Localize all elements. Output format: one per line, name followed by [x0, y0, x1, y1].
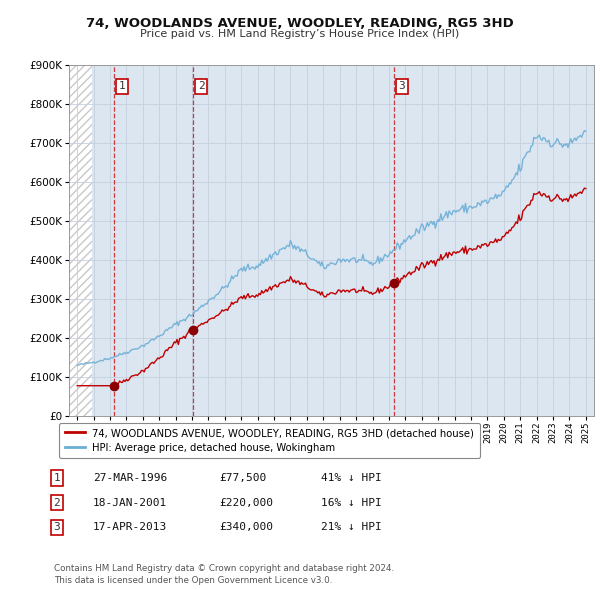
Text: 17-APR-2013: 17-APR-2013 [93, 523, 167, 532]
Text: 18-JAN-2001: 18-JAN-2001 [93, 498, 167, 507]
Text: Price paid vs. HM Land Registry’s House Price Index (HPI): Price paid vs. HM Land Registry’s House … [140, 30, 460, 39]
Text: 2: 2 [53, 498, 61, 507]
Text: £220,000: £220,000 [219, 498, 273, 507]
Text: 2: 2 [198, 81, 205, 91]
Text: 41% ↓ HPI: 41% ↓ HPI [321, 473, 382, 483]
Text: 27-MAR-1996: 27-MAR-1996 [93, 473, 167, 483]
Text: Contains HM Land Registry data © Crown copyright and database right 2024.
This d: Contains HM Land Registry data © Crown c… [54, 565, 394, 585]
Text: 1: 1 [119, 81, 125, 91]
Text: 3: 3 [398, 81, 406, 91]
Text: 21% ↓ HPI: 21% ↓ HPI [321, 523, 382, 532]
Text: £340,000: £340,000 [219, 523, 273, 532]
Text: 1: 1 [53, 473, 61, 483]
Legend: 74, WOODLANDS AVENUE, WOODLEY, READING, RG5 3HD (detached house), HPI: Average p: 74, WOODLANDS AVENUE, WOODLEY, READING, … [59, 422, 480, 458]
Text: 74, WOODLANDS AVENUE, WOODLEY, READING, RG5 3HD: 74, WOODLANDS AVENUE, WOODLEY, READING, … [86, 17, 514, 30]
Text: £77,500: £77,500 [219, 473, 266, 483]
Text: 16% ↓ HPI: 16% ↓ HPI [321, 498, 382, 507]
Text: 3: 3 [53, 523, 61, 532]
